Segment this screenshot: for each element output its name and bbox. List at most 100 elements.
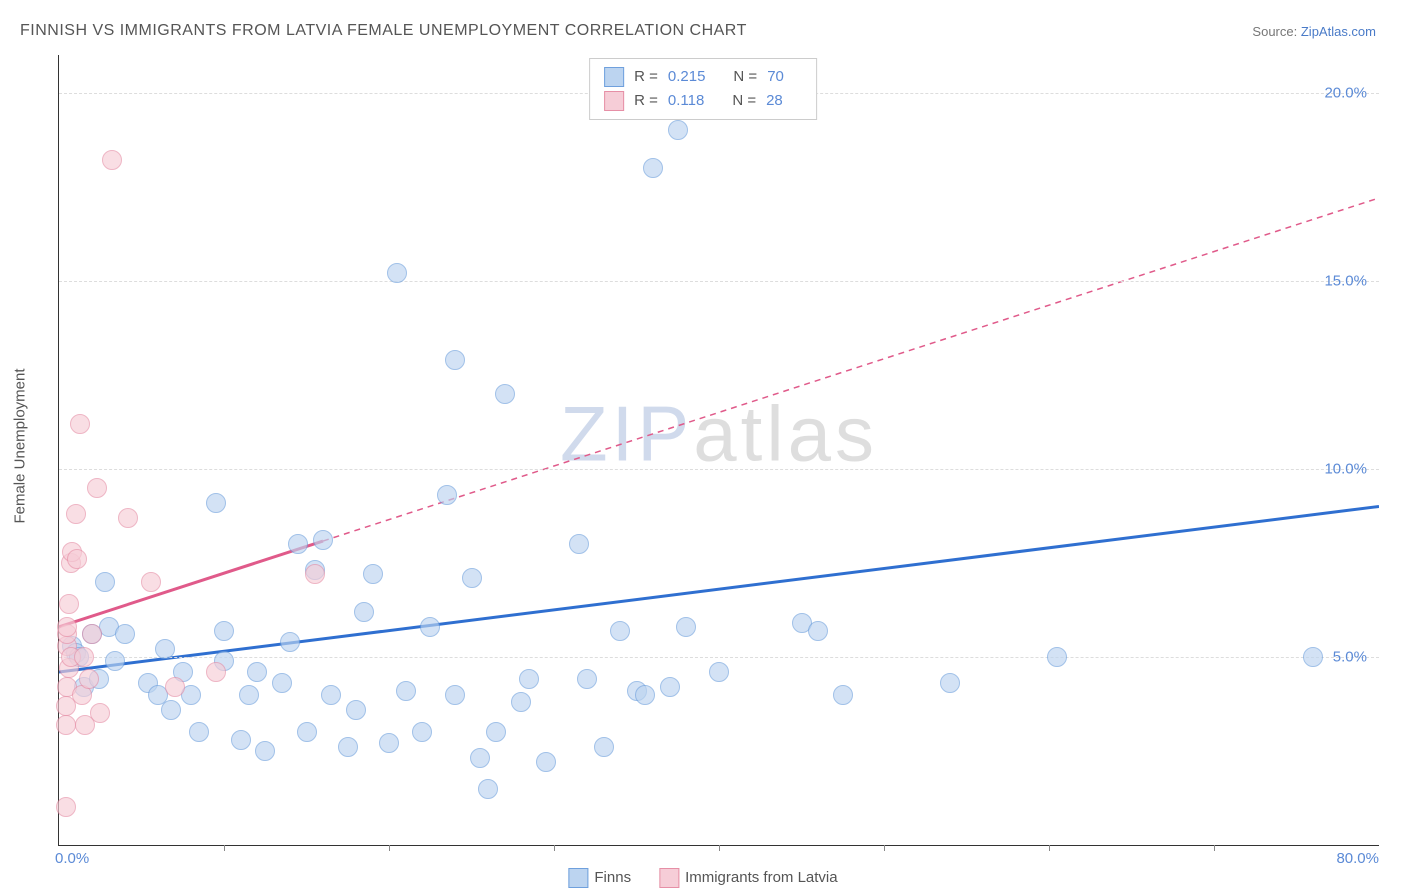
data-point-finns bbox=[536, 752, 556, 772]
data-point-finns bbox=[363, 564, 383, 584]
data-point-latvia bbox=[66, 504, 86, 524]
y-tick-label: 15.0% bbox=[1324, 272, 1367, 289]
trend-line-ext-latvia bbox=[323, 198, 1379, 541]
n-value: 28 bbox=[766, 89, 783, 113]
r-label: R = bbox=[634, 65, 658, 89]
gridline bbox=[59, 469, 1379, 470]
legend-label: Immigrants from Latvia bbox=[685, 869, 838, 886]
data-point-finns bbox=[313, 530, 333, 550]
data-point-latvia bbox=[118, 508, 138, 528]
legend-swatch-icon bbox=[659, 868, 679, 888]
data-point-finns bbox=[214, 621, 234, 641]
data-point-latvia bbox=[141, 572, 161, 592]
data-point-latvia bbox=[70, 414, 90, 434]
legend-swatch-icon bbox=[604, 67, 624, 87]
data-point-finns bbox=[189, 722, 209, 742]
x-tick-mark bbox=[719, 845, 720, 851]
legend-label: Finns bbox=[594, 869, 631, 886]
data-point-finns bbox=[643, 158, 663, 178]
data-point-finns bbox=[445, 350, 465, 370]
data-point-finns bbox=[231, 730, 251, 750]
x-tick-mark bbox=[1049, 845, 1050, 851]
data-point-finns bbox=[660, 677, 680, 697]
data-point-finns bbox=[808, 621, 828, 641]
data-point-finns bbox=[239, 685, 259, 705]
x-tick-mark bbox=[884, 845, 885, 851]
data-point-latvia bbox=[90, 703, 110, 723]
x-tick-mark bbox=[224, 845, 225, 851]
watermark-part2: atlas bbox=[693, 390, 878, 478]
data-point-finns bbox=[297, 722, 317, 742]
data-point-latvia bbox=[57, 617, 77, 637]
data-point-finns bbox=[470, 748, 490, 768]
data-point-finns bbox=[940, 673, 960, 693]
data-point-finns bbox=[161, 700, 181, 720]
n-value: 70 bbox=[767, 65, 784, 89]
data-point-latvia bbox=[82, 624, 102, 644]
data-point-latvia bbox=[67, 549, 87, 569]
r-value: 0.215 bbox=[668, 65, 706, 89]
trend-line-finns bbox=[59, 506, 1379, 672]
legend-swatch-icon bbox=[604, 91, 624, 111]
r-label: R = bbox=[634, 89, 658, 113]
data-point-finns bbox=[280, 632, 300, 652]
data-point-finns bbox=[445, 685, 465, 705]
data-point-finns bbox=[833, 685, 853, 705]
data-point-finns bbox=[155, 639, 175, 659]
data-point-finns bbox=[486, 722, 506, 742]
n-label: N = bbox=[732, 89, 756, 113]
data-point-finns bbox=[255, 741, 275, 761]
data-point-latvia bbox=[74, 647, 94, 667]
data-point-finns bbox=[346, 700, 366, 720]
data-point-finns bbox=[272, 673, 292, 693]
data-point-finns bbox=[396, 681, 416, 701]
y-tick-label: 10.0% bbox=[1324, 460, 1367, 477]
y-axis-label: Female Unemployment bbox=[12, 368, 29, 523]
x-tick-label: 80.0% bbox=[1336, 850, 1379, 867]
legend-stat-row-latvia: R = 0.118 N = 28 bbox=[604, 89, 802, 113]
data-point-finns bbox=[519, 669, 539, 689]
data-point-latvia bbox=[305, 564, 325, 584]
r-value: 0.118 bbox=[668, 89, 704, 113]
trend-lines-layer bbox=[59, 55, 1379, 845]
data-point-latvia bbox=[56, 797, 76, 817]
legend-stat-row-finns: R = 0.215 N = 70 bbox=[604, 65, 802, 89]
data-point-finns bbox=[115, 624, 135, 644]
data-point-latvia bbox=[56, 715, 76, 735]
data-point-latvia bbox=[87, 478, 107, 498]
gridline bbox=[59, 657, 1379, 658]
scatter-plot: ZIPatlas 5.0%10.0%15.0%20.0%0.0%80.0% bbox=[58, 55, 1379, 846]
data-point-finns bbox=[511, 692, 531, 712]
x-tick-label: 0.0% bbox=[55, 850, 89, 867]
n-label: N = bbox=[733, 65, 757, 89]
legend-stats: R = 0.215 N = 70 R = 0.118 N = 28 bbox=[589, 58, 817, 120]
watermark: ZIPatlas bbox=[560, 389, 878, 480]
source-attribution: Source: ZipAtlas.com bbox=[1252, 24, 1376, 39]
data-point-finns bbox=[478, 779, 498, 799]
data-point-finns bbox=[206, 493, 226, 513]
data-point-finns bbox=[495, 384, 515, 404]
data-point-finns bbox=[437, 485, 457, 505]
x-tick-mark bbox=[389, 845, 390, 851]
y-tick-label: 5.0% bbox=[1333, 648, 1367, 665]
data-point-finns bbox=[1047, 647, 1067, 667]
data-point-finns bbox=[420, 617, 440, 637]
data-point-finns bbox=[379, 733, 399, 753]
x-tick-mark bbox=[554, 845, 555, 851]
data-point-finns bbox=[569, 534, 589, 554]
source-link[interactable]: ZipAtlas.com bbox=[1301, 24, 1376, 39]
x-tick-mark bbox=[1214, 845, 1215, 851]
legend-item-finns: Finns bbox=[568, 868, 631, 888]
data-point-latvia bbox=[79, 669, 99, 689]
data-point-latvia bbox=[165, 677, 185, 697]
data-point-finns bbox=[594, 737, 614, 757]
data-point-latvia bbox=[206, 662, 226, 682]
data-point-finns bbox=[387, 263, 407, 283]
data-point-finns bbox=[610, 621, 630, 641]
source-label: Source: bbox=[1252, 24, 1297, 39]
data-point-finns bbox=[412, 722, 432, 742]
data-point-finns bbox=[1303, 647, 1323, 667]
data-point-finns bbox=[676, 617, 696, 637]
data-point-finns bbox=[635, 685, 655, 705]
legend-swatch-icon bbox=[568, 868, 588, 888]
